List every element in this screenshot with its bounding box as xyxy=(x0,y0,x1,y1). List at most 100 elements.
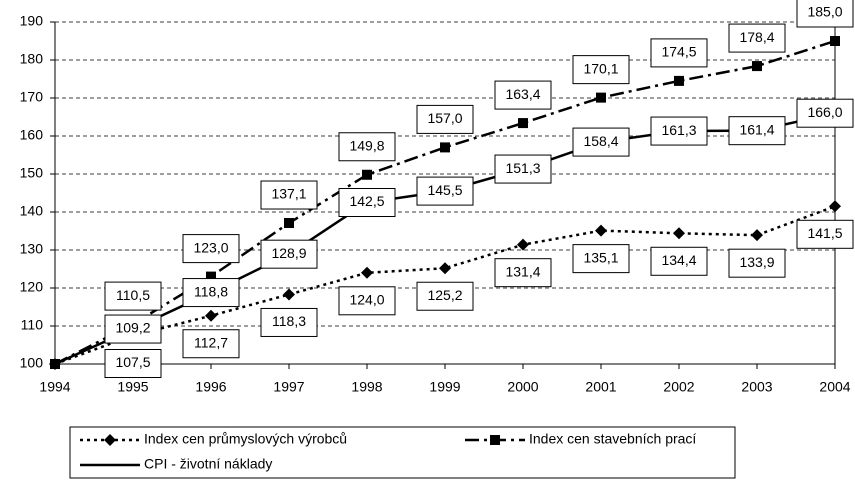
label-box xyxy=(572,55,630,85)
label-box xyxy=(572,127,630,157)
x-tick-label: 2001 xyxy=(585,379,616,395)
y-tick-label: 170 xyxy=(20,89,44,105)
marker xyxy=(490,435,500,445)
label-box xyxy=(260,239,318,269)
x-tick-label: 2002 xyxy=(663,379,694,395)
label-box xyxy=(260,307,318,337)
value-label: 149,8 xyxy=(349,137,384,153)
label-box xyxy=(796,0,854,28)
value-label: 118,3 xyxy=(272,313,306,329)
legend-label: Index cen stavebních prací xyxy=(529,431,696,447)
y-tick-label: 160 xyxy=(20,127,44,143)
value-label: 134,4 xyxy=(661,252,696,268)
value-label: 185,0 xyxy=(807,4,842,20)
value-label: 123,0 xyxy=(193,239,228,255)
y-tick-label: 120 xyxy=(20,279,44,295)
marker xyxy=(674,75,684,86)
value-label: 163,4 xyxy=(505,86,540,102)
value-label: 141,5 xyxy=(807,225,842,241)
x-tick-label: 1994 xyxy=(39,379,70,395)
label-box xyxy=(494,258,552,288)
value-label: 131,4 xyxy=(505,263,540,279)
value-label: 161,3 xyxy=(661,122,696,138)
value-label: 161,4 xyxy=(739,121,774,137)
label-box xyxy=(494,80,552,110)
y-tick-label: 150 xyxy=(20,165,44,181)
value-label: 124,0 xyxy=(349,292,384,308)
marker xyxy=(829,200,841,213)
value-label: 145,5 xyxy=(427,182,462,198)
marker xyxy=(205,309,217,322)
x-tick-label: 1997 xyxy=(273,379,304,395)
label-box xyxy=(650,38,708,68)
label-box xyxy=(182,278,240,308)
marker xyxy=(596,92,606,103)
marker xyxy=(517,238,529,251)
marker xyxy=(439,262,451,275)
legend-label: Index cen průmyslových výrobců xyxy=(144,431,347,447)
label-box xyxy=(796,219,854,249)
label-box xyxy=(796,98,854,128)
marker xyxy=(284,218,294,229)
value-label: 109,2 xyxy=(115,320,150,336)
marker xyxy=(673,227,685,240)
label-box xyxy=(728,23,786,53)
label-box xyxy=(260,180,318,210)
x-tick-label: 2003 xyxy=(741,379,772,395)
value-label: 178,4 xyxy=(739,29,774,45)
legend-box xyxy=(69,426,736,479)
label-box xyxy=(104,314,162,344)
x-tick-label: 1998 xyxy=(351,379,382,395)
marker xyxy=(283,288,295,301)
marker xyxy=(752,61,762,72)
label-box xyxy=(416,281,474,311)
marker xyxy=(751,229,763,242)
marker xyxy=(206,271,216,282)
marker xyxy=(361,266,373,279)
marker xyxy=(104,434,116,446)
marker xyxy=(830,36,840,46)
value-label: 107,5 xyxy=(115,354,150,370)
value-label: 158,4 xyxy=(583,133,618,149)
label-box xyxy=(650,116,708,146)
value-label: 125,2 xyxy=(427,287,462,303)
value-label: 135,1 xyxy=(583,249,618,265)
y-tick-label: 190 xyxy=(20,13,44,29)
label-box xyxy=(338,188,396,217)
value-label: 110,5 xyxy=(116,287,150,303)
value-label: 166,0 xyxy=(807,104,842,120)
label-box xyxy=(650,246,708,276)
y-tick-label: 140 xyxy=(20,203,44,219)
label-box xyxy=(182,329,240,359)
value-label: 112,7 xyxy=(194,334,228,350)
x-tick-label: 1999 xyxy=(429,379,460,395)
legend-label: CPI - životní náklady xyxy=(144,456,272,472)
label-box xyxy=(572,244,630,274)
label-box xyxy=(182,234,240,264)
value-label: 142,5 xyxy=(349,193,384,209)
marker xyxy=(440,142,450,153)
value-label: 118,8 xyxy=(194,283,228,299)
x-tick-label: 2004 xyxy=(819,379,850,395)
label-box xyxy=(416,176,474,206)
label-box xyxy=(338,286,396,316)
marker xyxy=(362,169,372,180)
label-box xyxy=(728,248,786,278)
value-label: 174,5 xyxy=(661,44,696,60)
label-box xyxy=(338,132,396,162)
y-tick-label: 130 xyxy=(20,241,44,257)
label-box xyxy=(104,281,162,311)
label-box xyxy=(494,154,552,184)
y-tick-label: 100 xyxy=(20,355,44,371)
x-tick-label: 1995 xyxy=(117,379,148,395)
value-label: 151,3 xyxy=(505,160,540,176)
label-box xyxy=(728,116,786,146)
marker xyxy=(595,224,607,237)
y-tick-label: 110 xyxy=(21,317,44,333)
value-label: 137,1 xyxy=(271,186,306,202)
y-tick-label: 180 xyxy=(20,51,44,67)
x-tick-label: 1996 xyxy=(195,379,226,395)
marker xyxy=(518,118,528,129)
